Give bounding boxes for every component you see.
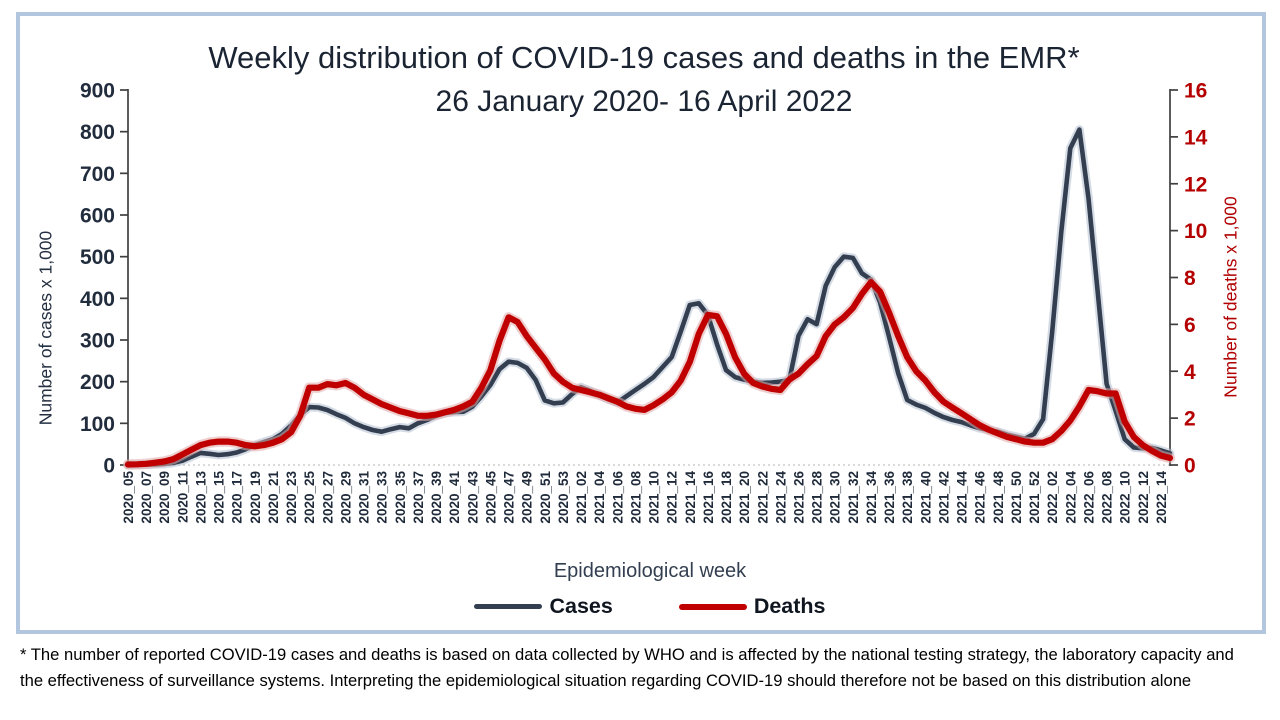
svg-text:2021_28: 2021_28 bbox=[810, 471, 825, 524]
svg-text:2020_33: 2020_33 bbox=[375, 471, 390, 524]
svg-text:400: 400 bbox=[80, 288, 115, 311]
svg-text:2020_15: 2020_15 bbox=[212, 471, 227, 524]
svg-text:12: 12 bbox=[1184, 173, 1207, 196]
svg-text:2021_12: 2021_12 bbox=[665, 471, 680, 524]
svg-text:8: 8 bbox=[1184, 267, 1196, 290]
svg-text:14: 14 bbox=[1184, 126, 1208, 149]
svg-text:500: 500 bbox=[80, 246, 115, 269]
svg-text:2021_08: 2021_08 bbox=[628, 471, 643, 524]
svg-text:2021_34: 2021_34 bbox=[864, 471, 879, 524]
left-axis-title: Number of cases x 1,000 bbox=[35, 230, 56, 426]
svg-text:2020_19: 2020_19 bbox=[248, 471, 263, 524]
svg-text:2021_24: 2021_24 bbox=[773, 471, 788, 524]
deaths-legend-label: Deaths bbox=[753, 594, 826, 618]
svg-text:600: 600 bbox=[80, 205, 115, 228]
chart-subtitle: 26 January 2020- 16 April 2022 bbox=[435, 85, 853, 118]
svg-text:700: 700 bbox=[80, 163, 115, 186]
svg-text:2022_14: 2022_14 bbox=[1154, 471, 1169, 524]
svg-text:2020_29: 2020_29 bbox=[338, 471, 353, 524]
svg-text:2022_10: 2022_10 bbox=[1118, 471, 1133, 524]
svg-text:2021_44: 2021_44 bbox=[955, 471, 970, 524]
svg-text:300: 300 bbox=[80, 330, 115, 353]
svg-text:100: 100 bbox=[80, 413, 115, 436]
svg-text:2021_50: 2021_50 bbox=[1009, 471, 1024, 524]
svg-text:2021_40: 2021_40 bbox=[918, 471, 933, 524]
svg-text:2022_02: 2022_02 bbox=[1045, 471, 1060, 524]
svg-text:2021_06: 2021_06 bbox=[610, 471, 625, 524]
legend: Cases Deaths bbox=[129, 594, 1171, 619]
svg-text:2021_32: 2021_32 bbox=[846, 471, 861, 524]
svg-text:2021_36: 2021_36 bbox=[882, 471, 897, 524]
svg-text:2: 2 bbox=[1184, 408, 1196, 431]
cases-legend-line-swatch bbox=[474, 604, 543, 609]
svg-text:800: 800 bbox=[80, 121, 115, 144]
svg-text:2021_26: 2021_26 bbox=[792, 471, 807, 524]
svg-text:900: 900 bbox=[80, 80, 115, 103]
svg-text:2020_27: 2020_27 bbox=[320, 471, 335, 524]
svg-text:2020_25: 2020_25 bbox=[302, 471, 317, 524]
svg-text:2020_45: 2020_45 bbox=[483, 471, 498, 524]
svg-text:2022_04: 2022_04 bbox=[1063, 471, 1078, 524]
svg-text:2020_47: 2020_47 bbox=[502, 471, 517, 524]
svg-text:2020_21: 2020_21 bbox=[266, 471, 281, 524]
svg-text:4: 4 bbox=[1184, 361, 1196, 384]
svg-text:2020_39: 2020_39 bbox=[429, 471, 444, 524]
svg-text:2021_38: 2021_38 bbox=[900, 471, 915, 524]
svg-text:2021_14: 2021_14 bbox=[683, 471, 698, 524]
svg-text:2020_13: 2020_13 bbox=[193, 471, 208, 524]
svg-text:2020_49: 2020_49 bbox=[520, 471, 535, 524]
svg-text:2020_41: 2020_41 bbox=[447, 471, 462, 524]
svg-text:2021_46: 2021_46 bbox=[973, 471, 988, 524]
svg-text:2020_17: 2020_17 bbox=[230, 471, 245, 524]
svg-text:2020_23: 2020_23 bbox=[284, 471, 299, 524]
svg-text:2021_10: 2021_10 bbox=[647, 471, 662, 524]
footnote-line-2: the effectiveness of surveillance system… bbox=[20, 671, 1192, 690]
svg-text:6: 6 bbox=[1184, 314, 1196, 337]
chart-frame bbox=[16, 12, 1266, 634]
plot-area: 0 100 200 300 400 500 600 700 800 900 0 2 4 6 8 10 12 14 1… bbox=[80, 80, 1208, 524]
svg-text:2022_12: 2022_12 bbox=[1136, 471, 1151, 524]
svg-text:2021_48: 2021_48 bbox=[991, 471, 1006, 524]
svg-text:2021_42: 2021_42 bbox=[936, 471, 951, 524]
svg-text:2020_31: 2020_31 bbox=[357, 471, 372, 524]
footnote: * The number of reported COVID-19 cases … bbox=[20, 642, 1270, 694]
svg-text:2020_35: 2020_35 bbox=[393, 471, 408, 524]
svg-text:2021_04: 2021_04 bbox=[592, 471, 607, 524]
svg-text:2021_52: 2021_52 bbox=[1027, 471, 1042, 524]
svg-text:2020_09: 2020_09 bbox=[157, 471, 172, 524]
svg-text:10: 10 bbox=[1184, 220, 1207, 243]
svg-text:2021_16: 2021_16 bbox=[701, 471, 716, 524]
svg-text:2020_53: 2020_53 bbox=[556, 471, 571, 524]
svg-text:2020_51: 2020_51 bbox=[538, 471, 553, 524]
svg-text:200: 200 bbox=[80, 371, 115, 394]
svg-text:2021_20: 2021_20 bbox=[737, 471, 752, 524]
svg-text:2020_05: 2020_05 bbox=[121, 471, 136, 524]
svg-text:0: 0 bbox=[103, 455, 115, 478]
svg-text:2022_06: 2022_06 bbox=[1081, 471, 1096, 524]
svg-text:16: 16 bbox=[1184, 80, 1207, 103]
svg-text:0: 0 bbox=[1184, 455, 1196, 478]
svg-text:2021_02: 2021_02 bbox=[574, 471, 589, 524]
svg-text:2021_18: 2021_18 bbox=[719, 471, 734, 524]
deaths-legend-line-swatch bbox=[678, 603, 747, 610]
chart-title: Weekly distribution of COVID-19 cases an… bbox=[208, 40, 1080, 75]
svg-text:2020_37: 2020_37 bbox=[411, 471, 426, 524]
svg-text:2020_43: 2020_43 bbox=[465, 471, 480, 524]
svg-text:2021_30: 2021_30 bbox=[828, 471, 843, 524]
svg-text:2021_22: 2021_22 bbox=[755, 471, 770, 524]
svg-text:2020_11: 2020_11 bbox=[175, 471, 190, 523]
footnote-line-1: * The number of reported COVID-19 cases … bbox=[20, 645, 1234, 664]
x-axis-title: Epidemiological week bbox=[553, 560, 747, 582]
svg-text:2020_07: 2020_07 bbox=[139, 471, 154, 524]
cases-legend-label: Cases bbox=[549, 594, 613, 618]
svg-text:2022_08: 2022_08 bbox=[1100, 471, 1115, 524]
right-axis-title: Number of deaths x 1,000 bbox=[1220, 196, 1241, 398]
